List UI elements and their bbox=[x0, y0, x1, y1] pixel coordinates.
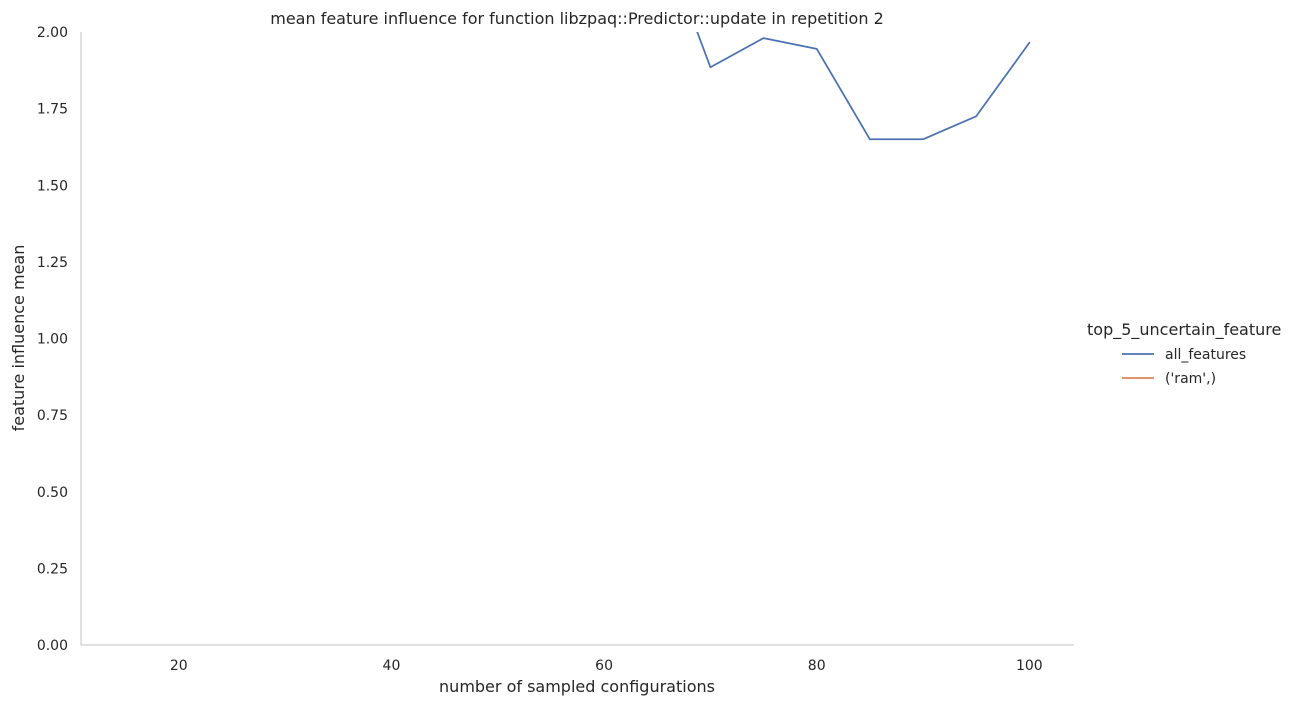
y-tick-label: 1.75 bbox=[37, 102, 68, 118]
x-tick-label: 100 bbox=[1016, 658, 1043, 674]
y-tick-label: 1.00 bbox=[37, 332, 68, 348]
y-tick-label: 0.25 bbox=[37, 561, 68, 577]
y-tick-label: 2.00 bbox=[37, 25, 68, 41]
legend-items: all_features ('ram',) bbox=[1122, 347, 1246, 387]
x-tick-label: 60 bbox=[595, 658, 613, 674]
y-axis-ticks: 0.00 0.25 0.50 0.75 1.00 1.25 1.50 1.75 2.00 bbox=[37, 25, 68, 654]
x-axis-ticks: 20 40 60 80 100 bbox=[170, 658, 1043, 674]
chart-title: mean feature influence for function libz… bbox=[270, 9, 884, 28]
x-tick-label: 40 bbox=[383, 658, 401, 674]
x-tick-label: 20 bbox=[170, 658, 188, 674]
legend-label: ('ram',) bbox=[1165, 371, 1216, 387]
legend-title: top_5_uncertain_feature bbox=[1087, 320, 1281, 340]
y-tick-label: 1.25 bbox=[37, 255, 68, 271]
x-axis-title: number of sampled configurations bbox=[439, 677, 715, 696]
y-axis-title: feature influence mean bbox=[9, 245, 28, 432]
plot-area bbox=[696, 32, 1031, 141]
legend: top_5_uncertain_feature all_features ('ra… bbox=[1087, 320, 1281, 387]
legend-label: all_features bbox=[1165, 347, 1246, 363]
y-tick-label: 0.50 bbox=[37, 485, 68, 501]
x-tick-label: 80 bbox=[808, 658, 826, 674]
y-tick-label: 0.75 bbox=[37, 408, 68, 424]
y-tick-label: 1.50 bbox=[37, 178, 68, 194]
y-tick-label: 0.00 bbox=[37, 638, 68, 654]
series-line bbox=[696, 32, 1031, 141]
